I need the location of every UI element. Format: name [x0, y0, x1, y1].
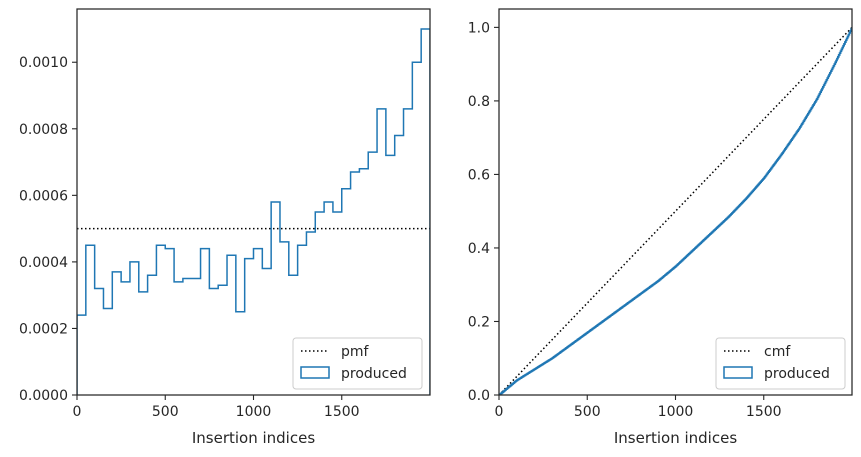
pmf-y-tick-label: 0.0004: [19, 255, 68, 271]
pmf-y-tick-label: 0.0010: [19, 55, 68, 71]
pmf-chart: 0 500 1000 1500 0.0000 0.0002 0.0004 0.0006 0.00…: [19, 8, 431, 447]
pmf-produced-histogram: [77, 28, 430, 395]
pmf-x-tick-label: 1000: [236, 404, 272, 420]
cmf-legend-produced-swatch: [723, 366, 753, 379]
cmf-axes-frame: [498, 8, 853, 396]
pmf-y-tick-label: 0.0000: [19, 388, 68, 404]
pmf-plot-area: [77, 28, 430, 395]
pmf-x-tick-label: 0: [73, 404, 82, 420]
cmf-legend: cmf produced: [715, 337, 846, 390]
pmf-legend-pmf-label: pmf: [341, 344, 370, 360]
pmf-ticks: 0 500 1000 1500 0.0000 0.0002 0.0004 0.0006 0.00…: [19, 55, 360, 420]
cmf-x-tick-label: 0: [495, 404, 504, 420]
cmf-reference-line: [499, 26, 852, 395]
cmf-y-tick-label: 0.6: [468, 167, 490, 183]
pmf-legend: pmf produced: [292, 337, 423, 390]
cmf-x-tick-label: 500: [574, 404, 601, 420]
pmf-x-tick-label: 1500: [324, 404, 360, 420]
cmf-produced-curve: [499, 27, 852, 395]
cmf-y-tick-label: 0.0: [468, 388, 490, 404]
cmf-x-tick-label: 1500: [746, 404, 782, 420]
cmf-ticks: 0 500 1000 1500 0.0 0.2 0.4 0.6 0.8 1.0: [468, 20, 782, 420]
cmf-y-tick-label: 0.4: [468, 241, 490, 257]
cmf-x-tick-label: 1000: [658, 404, 694, 420]
cmf-legend-cmf-label: cmf: [764, 344, 791, 360]
pmf-axes-frame: [76, 8, 431, 396]
cmf-legend-produced-label: produced: [764, 366, 830, 382]
cmf-y-tick-label: 1.0: [468, 20, 490, 36]
cmf-y-tick-label: 0.2: [468, 314, 490, 330]
pmf-x-tick-label: 500: [152, 404, 179, 420]
pmf-y-tick-label: 0.0006: [19, 188, 68, 204]
pmf-legend-produced-label: produced: [341, 366, 407, 382]
pmf-x-axis-label: Insertion indices: [192, 429, 315, 447]
cmf-x-axis-label: Insertion indices: [614, 429, 737, 447]
cmf-chart: 0 500 1000 1500 0.0 0.2 0.4 0.6 0.8 1.0 Insertion…: [468, 8, 853, 447]
pmf-y-tick-label: 0.0008: [19, 122, 68, 138]
pmf-y-tick-label: 0.0002: [19, 321, 68, 337]
cmf-y-tick-label: 0.8: [468, 94, 490, 110]
cmf-plot-area: [499, 26, 852, 395]
pmf-legend-produced-swatch: [300, 366, 330, 379]
